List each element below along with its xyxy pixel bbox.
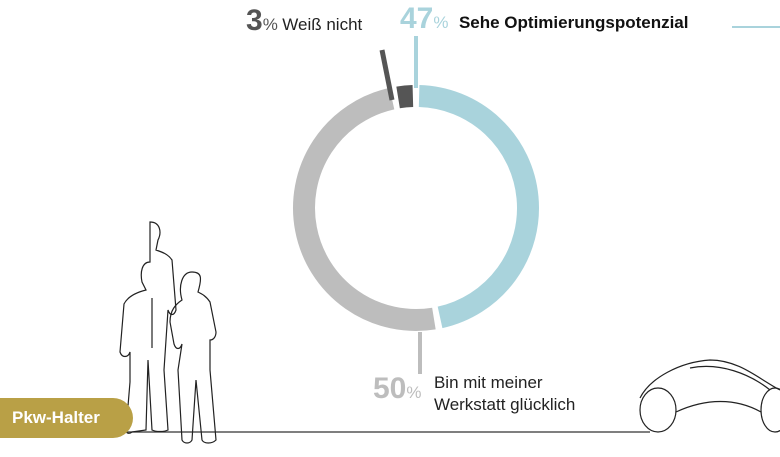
text-gluecklich-1: Bin mit meiner: [433, 373, 543, 392]
text-weiss-nicht: Weiß nicht: [282, 15, 363, 34]
pct-optimierung: 47%: [400, 2, 449, 35]
percent-sign: %: [262, 15, 278, 34]
label-optimierung: 47% Sehe Optimierungspotenzial: [400, 2, 689, 36]
label-gluecklich: 50% Bin mit meiner Werkstatt glücklich: [373, 372, 575, 416]
car-illustration: [639, 359, 780, 433]
group-badge: Pkw-Halter: [0, 398, 133, 438]
pct-value-weiss-nicht: 3: [246, 4, 263, 37]
people-illustration: [119, 221, 217, 444]
donut-slice-1: [293, 87, 436, 331]
donut-slice-0: [418, 85, 539, 329]
percent-sign: %: [406, 383, 422, 402]
percent-sign: %: [433, 13, 449, 32]
text-gluecklich-2: Werkstatt glücklich: [433, 395, 576, 414]
pct-value-gluecklich: 50: [373, 372, 407, 405]
pct-weiss-nicht: 3%: [246, 4, 278, 37]
pct-value-optimierung: 47: [400, 2, 434, 35]
donut-slice-2: [396, 85, 414, 109]
label-weiss-nicht: 3% Weiß nicht: [246, 4, 362, 38]
pct-gluecklich: 50%: [373, 372, 422, 405]
text-gluecklich: Bin mit meiner Werkstatt glücklich: [434, 372, 575, 416]
leader-line-weiss: [379, 49, 395, 101]
text-optimierung: Sehe Optimierungspotenzial: [458, 13, 689, 32]
